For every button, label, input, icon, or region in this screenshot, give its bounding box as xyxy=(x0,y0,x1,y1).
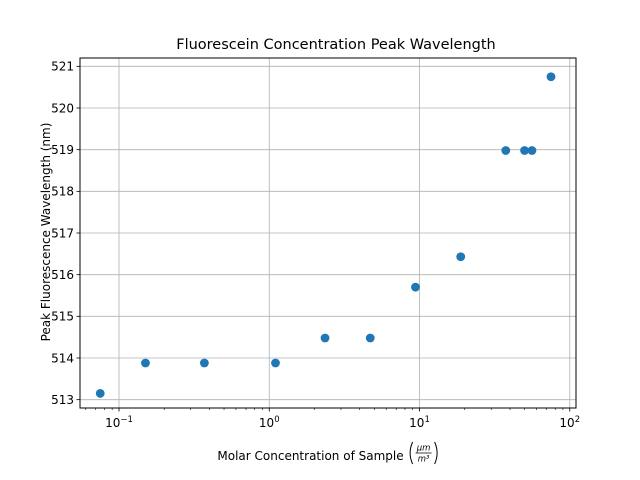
data-point xyxy=(199,358,209,368)
data-point xyxy=(520,146,529,155)
x-axis-unit: μm m³ xyxy=(409,441,438,465)
unit-open-paren xyxy=(409,441,414,465)
grid-lines xyxy=(80,58,576,408)
y-axis-title: Peak Fluorescence Wavelength (nm) xyxy=(39,123,53,342)
data-point xyxy=(365,333,375,343)
y-tick-label: 513 xyxy=(51,393,74,407)
axis-ticks: 10−1 100 101 102 513 514 515 516 517 518 519 520 521 xyxy=(51,60,580,430)
y-tick-label: 521 xyxy=(51,60,74,74)
data-point xyxy=(320,333,330,343)
unit-denominator: m³ xyxy=(418,455,430,465)
data-point xyxy=(527,146,537,155)
data-point xyxy=(95,389,105,398)
x-tick-label: 101 xyxy=(409,415,430,430)
x-tick-label: 10−1 xyxy=(105,415,133,430)
y-tick-label: 515 xyxy=(51,310,74,324)
data-point xyxy=(456,252,466,262)
unit-close-paren xyxy=(434,441,438,465)
data-point xyxy=(546,72,556,82)
y-tick-label: 520 xyxy=(51,101,74,115)
data-point xyxy=(271,358,280,368)
x-axis-title-group: Molar Concentration of Sample μm m³ xyxy=(217,441,438,465)
data-points xyxy=(95,72,556,398)
x-tick-label: 102 xyxy=(559,415,580,430)
data-point xyxy=(501,146,511,155)
chart-title: Fluorescein Concentration Peak Wavelengt… xyxy=(176,37,496,53)
x-tick-label: 100 xyxy=(259,415,280,430)
data-point xyxy=(411,282,420,292)
y-tick-label: 518 xyxy=(51,185,74,199)
unit-numerator: μm xyxy=(416,444,431,454)
y-tick-label: 517 xyxy=(51,226,74,240)
y-tick-label: 519 xyxy=(51,143,74,157)
data-point xyxy=(141,358,150,368)
y-tick-label: 516 xyxy=(51,268,74,282)
y-tick-label: 514 xyxy=(51,351,74,365)
x-axis-title: Molar Concentration of Sample xyxy=(217,449,403,463)
